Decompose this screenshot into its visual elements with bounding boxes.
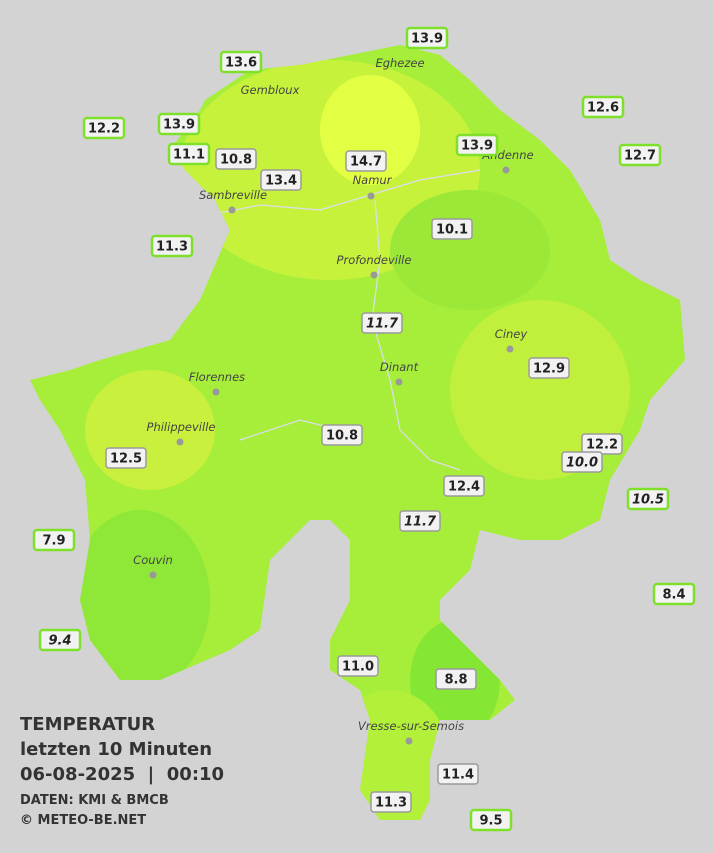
station-value: 10.1 (436, 223, 468, 238)
city-label: Ciney (495, 327, 528, 341)
station-value: 12.9 (533, 362, 565, 377)
city-label: Florennes (189, 370, 245, 384)
station-value: 10.8 (326, 429, 358, 444)
city-dot (395, 378, 403, 386)
station-value: 11.7 (366, 317, 399, 332)
city-label: Philippeville (147, 420, 216, 434)
station-value: 8.4 (662, 588, 685, 603)
station-box (581, 95, 625, 119)
city-label: Sambreville (199, 188, 267, 202)
station-value: 9.5 (479, 814, 502, 829)
cool-zone (70, 510, 210, 690)
city-dot (370, 271, 378, 279)
station-value: 12.5 (110, 452, 142, 467)
station-box (345, 150, 387, 172)
station-value: 13.6 (225, 56, 257, 71)
cities: EghezeeGemblouxAndenneNamurSambrevillePr… (133, 56, 534, 745)
station-value: 11.0 (342, 660, 374, 675)
station-box (105, 447, 147, 469)
station-value: 12.4 (448, 480, 480, 495)
station-value: 9.4 (48, 634, 71, 649)
station-value: 13.4 (265, 174, 297, 189)
station-box (219, 50, 263, 74)
station-box (437, 763, 479, 785)
city-dot (367, 192, 375, 200)
station-box (38, 628, 82, 652)
station-value: 12.2 (586, 438, 618, 453)
station-value: 11.3 (375, 796, 407, 811)
city-dot (506, 345, 514, 353)
station-value: 7.9 (42, 534, 65, 549)
city-dot (405, 737, 413, 745)
station-box (337, 655, 379, 677)
station-box (561, 451, 603, 473)
city-label: Namur (353, 173, 393, 187)
station-box (370, 791, 412, 813)
station-box (455, 133, 499, 157)
station-value: 13.9 (461, 139, 493, 154)
station-box (150, 234, 194, 258)
station-box (321, 424, 363, 446)
station-value: 10.8 (220, 153, 252, 168)
city-label: Profondeville (337, 253, 412, 267)
subtitle: letzten 10 Minuten (20, 739, 212, 760)
station-box (435, 668, 477, 690)
title: TEMPERATUR (20, 714, 155, 735)
station-value: 11.3 (156, 240, 188, 255)
station-box (469, 808, 513, 832)
copyright: © METEO-BE.NET (20, 813, 146, 828)
city-label: Couvin (133, 553, 173, 567)
city-label: Gembloux (241, 83, 300, 97)
station-box (652, 582, 696, 606)
station-box (82, 116, 126, 140)
station-value: 14.7 (350, 155, 382, 170)
station-value: 10.0 (566, 456, 598, 471)
warm-core (320, 75, 420, 185)
city-dot (149, 571, 157, 579)
station-value: 12.2 (88, 122, 120, 137)
station-box (405, 26, 449, 50)
station-box (260, 169, 302, 191)
station-box (361, 312, 403, 334)
station-value: 11.1 (173, 148, 205, 163)
city-dot (502, 166, 510, 174)
station-box (528, 357, 570, 379)
source: DATEN: KMI & BMCB (20, 793, 169, 808)
station-value: 12.6 (587, 101, 619, 116)
station-value: 11.7 (404, 515, 437, 530)
station-value: 13.9 (163, 118, 195, 133)
station-box (626, 487, 670, 511)
station-value: 13.9 (411, 32, 443, 47)
city-label: Vresse-sur-Semois (358, 719, 464, 733)
station-box (618, 143, 662, 167)
stations: 13.9 13.6 12.2 13.9 11.1 12.6 12.7 11.3 7.9 9.4 10… (32, 26, 696, 832)
station-value: 12.7 (624, 149, 656, 164)
city-dot (212, 388, 220, 396)
city-dot (228, 206, 236, 214)
cool-zone (390, 190, 550, 310)
station-box (157, 112, 201, 136)
city-dot (176, 438, 184, 446)
station-value: 11.4 (442, 768, 474, 783)
station-value: 8.8 (444, 673, 467, 688)
city-label: Eghezee (375, 56, 424, 70)
datetime: 06-08-2025 | 00:10 (20, 764, 224, 785)
station-box (167, 142, 211, 166)
city-label: Dinant (380, 360, 419, 374)
station-box (443, 475, 485, 497)
station-value: 10.5 (632, 493, 664, 508)
station-box (431, 218, 473, 240)
station-box (399, 510, 441, 532)
station-box (215, 148, 257, 170)
station-box (32, 528, 76, 552)
